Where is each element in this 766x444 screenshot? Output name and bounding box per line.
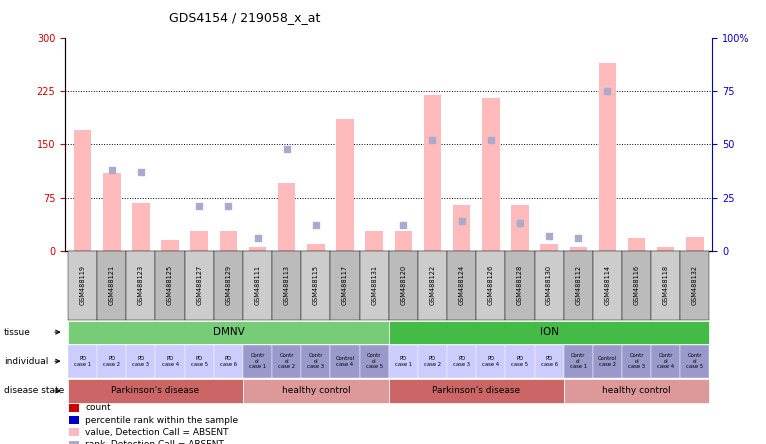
Bar xyxy=(569,247,587,251)
Text: ION: ION xyxy=(539,327,558,337)
Bar xyxy=(74,130,91,251)
Text: GSM488117: GSM488117 xyxy=(342,265,348,305)
Text: PD
case 3: PD case 3 xyxy=(133,356,149,367)
Text: GSM488130: GSM488130 xyxy=(546,265,552,305)
Text: GSM488119: GSM488119 xyxy=(80,265,86,305)
Text: GSM488115: GSM488115 xyxy=(313,265,319,305)
Text: GSM488132: GSM488132 xyxy=(692,265,698,305)
Text: Contr
ol
case 3: Contr ol case 3 xyxy=(307,353,324,369)
Bar xyxy=(365,231,383,251)
Text: PD
case 5: PD case 5 xyxy=(512,356,529,367)
Text: GSM488118: GSM488118 xyxy=(663,265,669,305)
Text: Contr
ol
case 5: Contr ol case 5 xyxy=(686,353,703,369)
Text: PD
case 4: PD case 4 xyxy=(162,356,178,367)
Text: GSM488123: GSM488123 xyxy=(138,265,144,305)
Text: rank, Detection Call = ABSENT: rank, Detection Call = ABSENT xyxy=(85,440,224,444)
Text: Contr
ol
case 2: Contr ol case 2 xyxy=(278,353,295,369)
Text: Parkinson's disease: Parkinson's disease xyxy=(432,386,520,396)
Bar xyxy=(657,247,675,251)
Text: GSM488116: GSM488116 xyxy=(633,265,640,305)
Bar xyxy=(220,231,237,251)
Text: PD
case 6: PD case 6 xyxy=(220,356,237,367)
Text: DMNV: DMNV xyxy=(212,327,244,337)
Bar xyxy=(103,173,120,251)
Text: GSM488122: GSM488122 xyxy=(430,265,436,305)
Text: PD
case 6: PD case 6 xyxy=(541,356,558,367)
Text: Contr
ol
case 1: Contr ol case 1 xyxy=(249,353,266,369)
Text: GSM488127: GSM488127 xyxy=(196,265,202,305)
Text: healthy control: healthy control xyxy=(282,386,350,396)
Bar xyxy=(599,63,616,251)
Text: GSM488121: GSM488121 xyxy=(109,265,115,305)
Text: PD
case 5: PD case 5 xyxy=(191,356,208,367)
Text: GSM488131: GSM488131 xyxy=(372,265,377,305)
Text: GSM488120: GSM488120 xyxy=(401,265,406,305)
Text: count: count xyxy=(85,403,110,412)
Text: Control
case 4: Control case 4 xyxy=(336,356,355,367)
Text: Control
case 2: Control case 2 xyxy=(598,356,617,367)
Bar xyxy=(424,95,441,251)
Text: GSM488129: GSM488129 xyxy=(225,265,231,305)
Text: GSM488124: GSM488124 xyxy=(459,265,465,305)
Text: GSM488111: GSM488111 xyxy=(254,265,260,305)
Text: tissue: tissue xyxy=(4,328,31,337)
Text: healthy control: healthy control xyxy=(602,386,671,396)
Bar xyxy=(162,240,178,251)
Bar xyxy=(336,119,354,251)
Text: GSM488128: GSM488128 xyxy=(517,265,523,305)
Bar xyxy=(394,231,412,251)
Bar xyxy=(453,205,470,251)
Text: Contr
ol
case 5: Contr ol case 5 xyxy=(365,353,383,369)
Text: PD
case 2: PD case 2 xyxy=(103,356,120,367)
Text: Parkinson's disease: Parkinson's disease xyxy=(111,386,200,396)
Text: PD
case 4: PD case 4 xyxy=(483,356,499,367)
Text: percentile rank within the sample: percentile rank within the sample xyxy=(85,416,238,424)
Text: GDS4154 / 219058_x_at: GDS4154 / 219058_x_at xyxy=(169,11,320,24)
Text: PD
case 2: PD case 2 xyxy=(424,356,441,367)
Text: GSM488113: GSM488113 xyxy=(283,265,290,305)
Text: PD
case 1: PD case 1 xyxy=(394,356,412,367)
Text: PD
case 1: PD case 1 xyxy=(74,356,91,367)
Bar xyxy=(482,98,499,251)
Text: GSM488114: GSM488114 xyxy=(604,265,611,305)
Bar xyxy=(511,205,529,251)
Text: Contr
ol
case 4: Contr ol case 4 xyxy=(657,353,674,369)
Bar xyxy=(628,238,645,251)
Text: GSM488125: GSM488125 xyxy=(167,265,173,305)
Text: value, Detection Call = ABSENT: value, Detection Call = ABSENT xyxy=(85,428,228,437)
Text: GSM488112: GSM488112 xyxy=(575,265,581,305)
Bar xyxy=(307,244,325,251)
Text: PD
case 3: PD case 3 xyxy=(453,356,470,367)
Bar xyxy=(191,231,208,251)
Text: Contr
ol
case 3: Contr ol case 3 xyxy=(628,353,645,369)
Bar xyxy=(249,247,267,251)
Bar xyxy=(278,183,296,251)
Text: GSM488126: GSM488126 xyxy=(488,265,494,305)
Text: disease state: disease state xyxy=(4,386,64,396)
Text: Contr
ol
case 1: Contr ol case 1 xyxy=(570,353,587,369)
Bar xyxy=(686,237,704,251)
Text: individual: individual xyxy=(4,357,48,366)
Bar xyxy=(133,202,149,251)
Bar xyxy=(540,244,558,251)
